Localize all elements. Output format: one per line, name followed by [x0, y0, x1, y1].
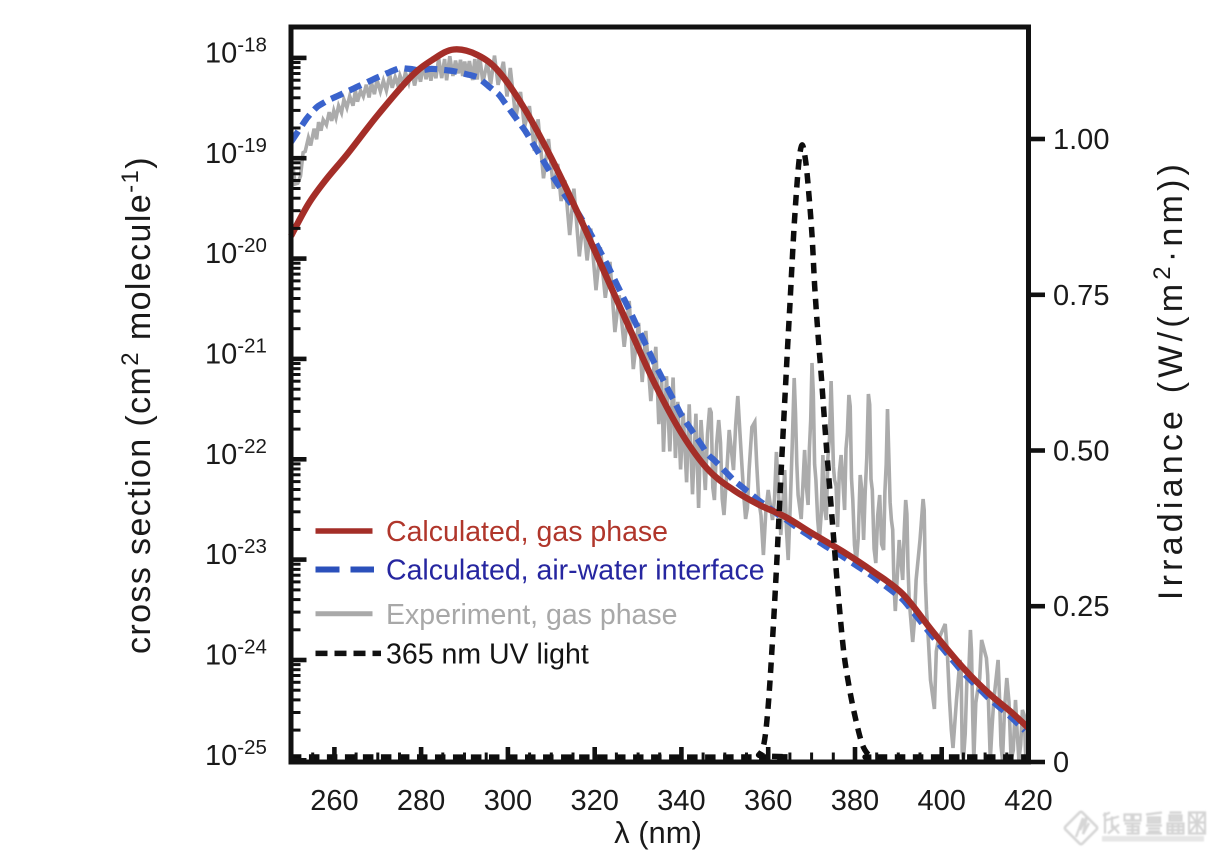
- svg-text:0.25: 0.25: [1053, 591, 1109, 623]
- svg-text:Calculated, air-water interfac: Calculated, air-water interface: [386, 555, 765, 587]
- svg-text:320: 320: [571, 785, 619, 817]
- svg-text:0: 0: [1053, 747, 1069, 779]
- svg-text:cross section (cm2 molecule-1): cross section (cm2 molecule-1): [117, 156, 158, 654]
- svg-text:0.75: 0.75: [1053, 280, 1109, 312]
- svg-text:Calculated, gas phase: Calculated, gas phase: [386, 516, 668, 548]
- svg-text:360: 360: [744, 785, 792, 817]
- svg-text:Experiment, gas phase: Experiment, gas phase: [386, 599, 678, 631]
- svg-text:380: 380: [831, 785, 879, 817]
- svg-text:10-20: 10-20: [205, 234, 267, 270]
- svg-text:10-25: 10-25: [205, 736, 267, 772]
- svg-text:Irradiance (W/(m2·nm)): Irradiance (W/(m2·nm)): [1149, 160, 1190, 600]
- svg-text:260: 260: [310, 785, 358, 817]
- svg-text:λ (nm): λ (nm): [614, 815, 702, 850]
- svg-text:420: 420: [1004, 785, 1052, 817]
- svg-text:1.00: 1.00: [1053, 124, 1109, 156]
- svg-text:280: 280: [397, 785, 445, 817]
- svg-text:400: 400: [918, 785, 966, 817]
- svg-text:300: 300: [484, 785, 532, 817]
- svg-text:10-24: 10-24: [205, 636, 267, 672]
- svg-text:340: 340: [657, 785, 705, 817]
- svg-text:0.50: 0.50: [1053, 436, 1109, 468]
- svg-text:365 nm UV light: 365 nm UV light: [386, 638, 589, 670]
